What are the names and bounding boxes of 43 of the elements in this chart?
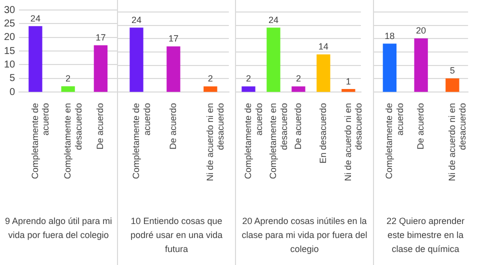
bar bbox=[94, 45, 108, 92]
data-label: 18 bbox=[384, 30, 395, 41]
bar bbox=[28, 26, 42, 92]
y-tick-label: 20 bbox=[4, 32, 16, 44]
x-tick-label: Completamente de acuerdo bbox=[130, 103, 152, 180]
data-label: 24 bbox=[268, 14, 278, 25]
x-tick-label: Ni de acuerdo ni en desacuerdo bbox=[342, 103, 364, 182]
bar bbox=[242, 86, 256, 92]
data-label: 17 bbox=[168, 34, 178, 44]
x-tick-label: En desacuerdo bbox=[318, 103, 328, 164]
data-label: 2 bbox=[296, 74, 301, 84]
data-label: 14 bbox=[318, 42, 328, 52]
data-label: 2 bbox=[208, 74, 213, 84]
y-tick-label: 0 bbox=[10, 86, 16, 98]
y-tick-label: 15 bbox=[4, 46, 16, 57]
x-tick-label: De acuerdo bbox=[95, 103, 106, 150]
bar bbox=[292, 86, 306, 92]
x-axis-title: 22 Quiero aprender este bimestre en la clase de química bbox=[385, 215, 466, 256]
x-tick-label: Ni de acuerdo ni en desacuerdo bbox=[446, 103, 468, 182]
data-label: 24 bbox=[131, 14, 142, 25]
bar bbox=[61, 86, 75, 92]
y-tick-label: 10 bbox=[4, 59, 16, 70]
y-tick-label: 30 bbox=[4, 4, 16, 16]
x-tick-label: De acuerdo bbox=[292, 103, 303, 150]
bar bbox=[266, 28, 280, 92]
data-label: 20 bbox=[416, 26, 426, 36]
data-label: 5 bbox=[450, 66, 455, 76]
data-label: 24 bbox=[30, 13, 40, 24]
x-axis-title: 20 Aprendo cosas inútiles en la clase para mi vida por fuera del colegio bbox=[240, 215, 368, 256]
x-axis-title: 9 Aprendo algo útil para mi vida por fuera del colegio bbox=[4, 215, 114, 242]
data-label: 2 bbox=[246, 74, 251, 84]
bar bbox=[316, 54, 330, 92]
x-tick-label: Completamente de acuerdo bbox=[30, 103, 51, 180]
y-tick-label: 5 bbox=[10, 73, 16, 84]
x-tick-label: De acuerdo bbox=[416, 103, 426, 150]
x-axis-title: 10 Entiendo cosas que podré usar en una vida futura bbox=[129, 215, 224, 256]
bar bbox=[342, 89, 356, 92]
data-label: 1 bbox=[346, 76, 351, 86]
data-label: 2 bbox=[66, 74, 71, 84]
y-tick-label: 25 bbox=[4, 18, 16, 30]
x-tick-label: Ni de acuerdo ni en desacuerdo bbox=[204, 103, 226, 182]
data-label: 17 bbox=[96, 32, 106, 43]
x-tick-label: De acuerdo bbox=[168, 103, 178, 150]
